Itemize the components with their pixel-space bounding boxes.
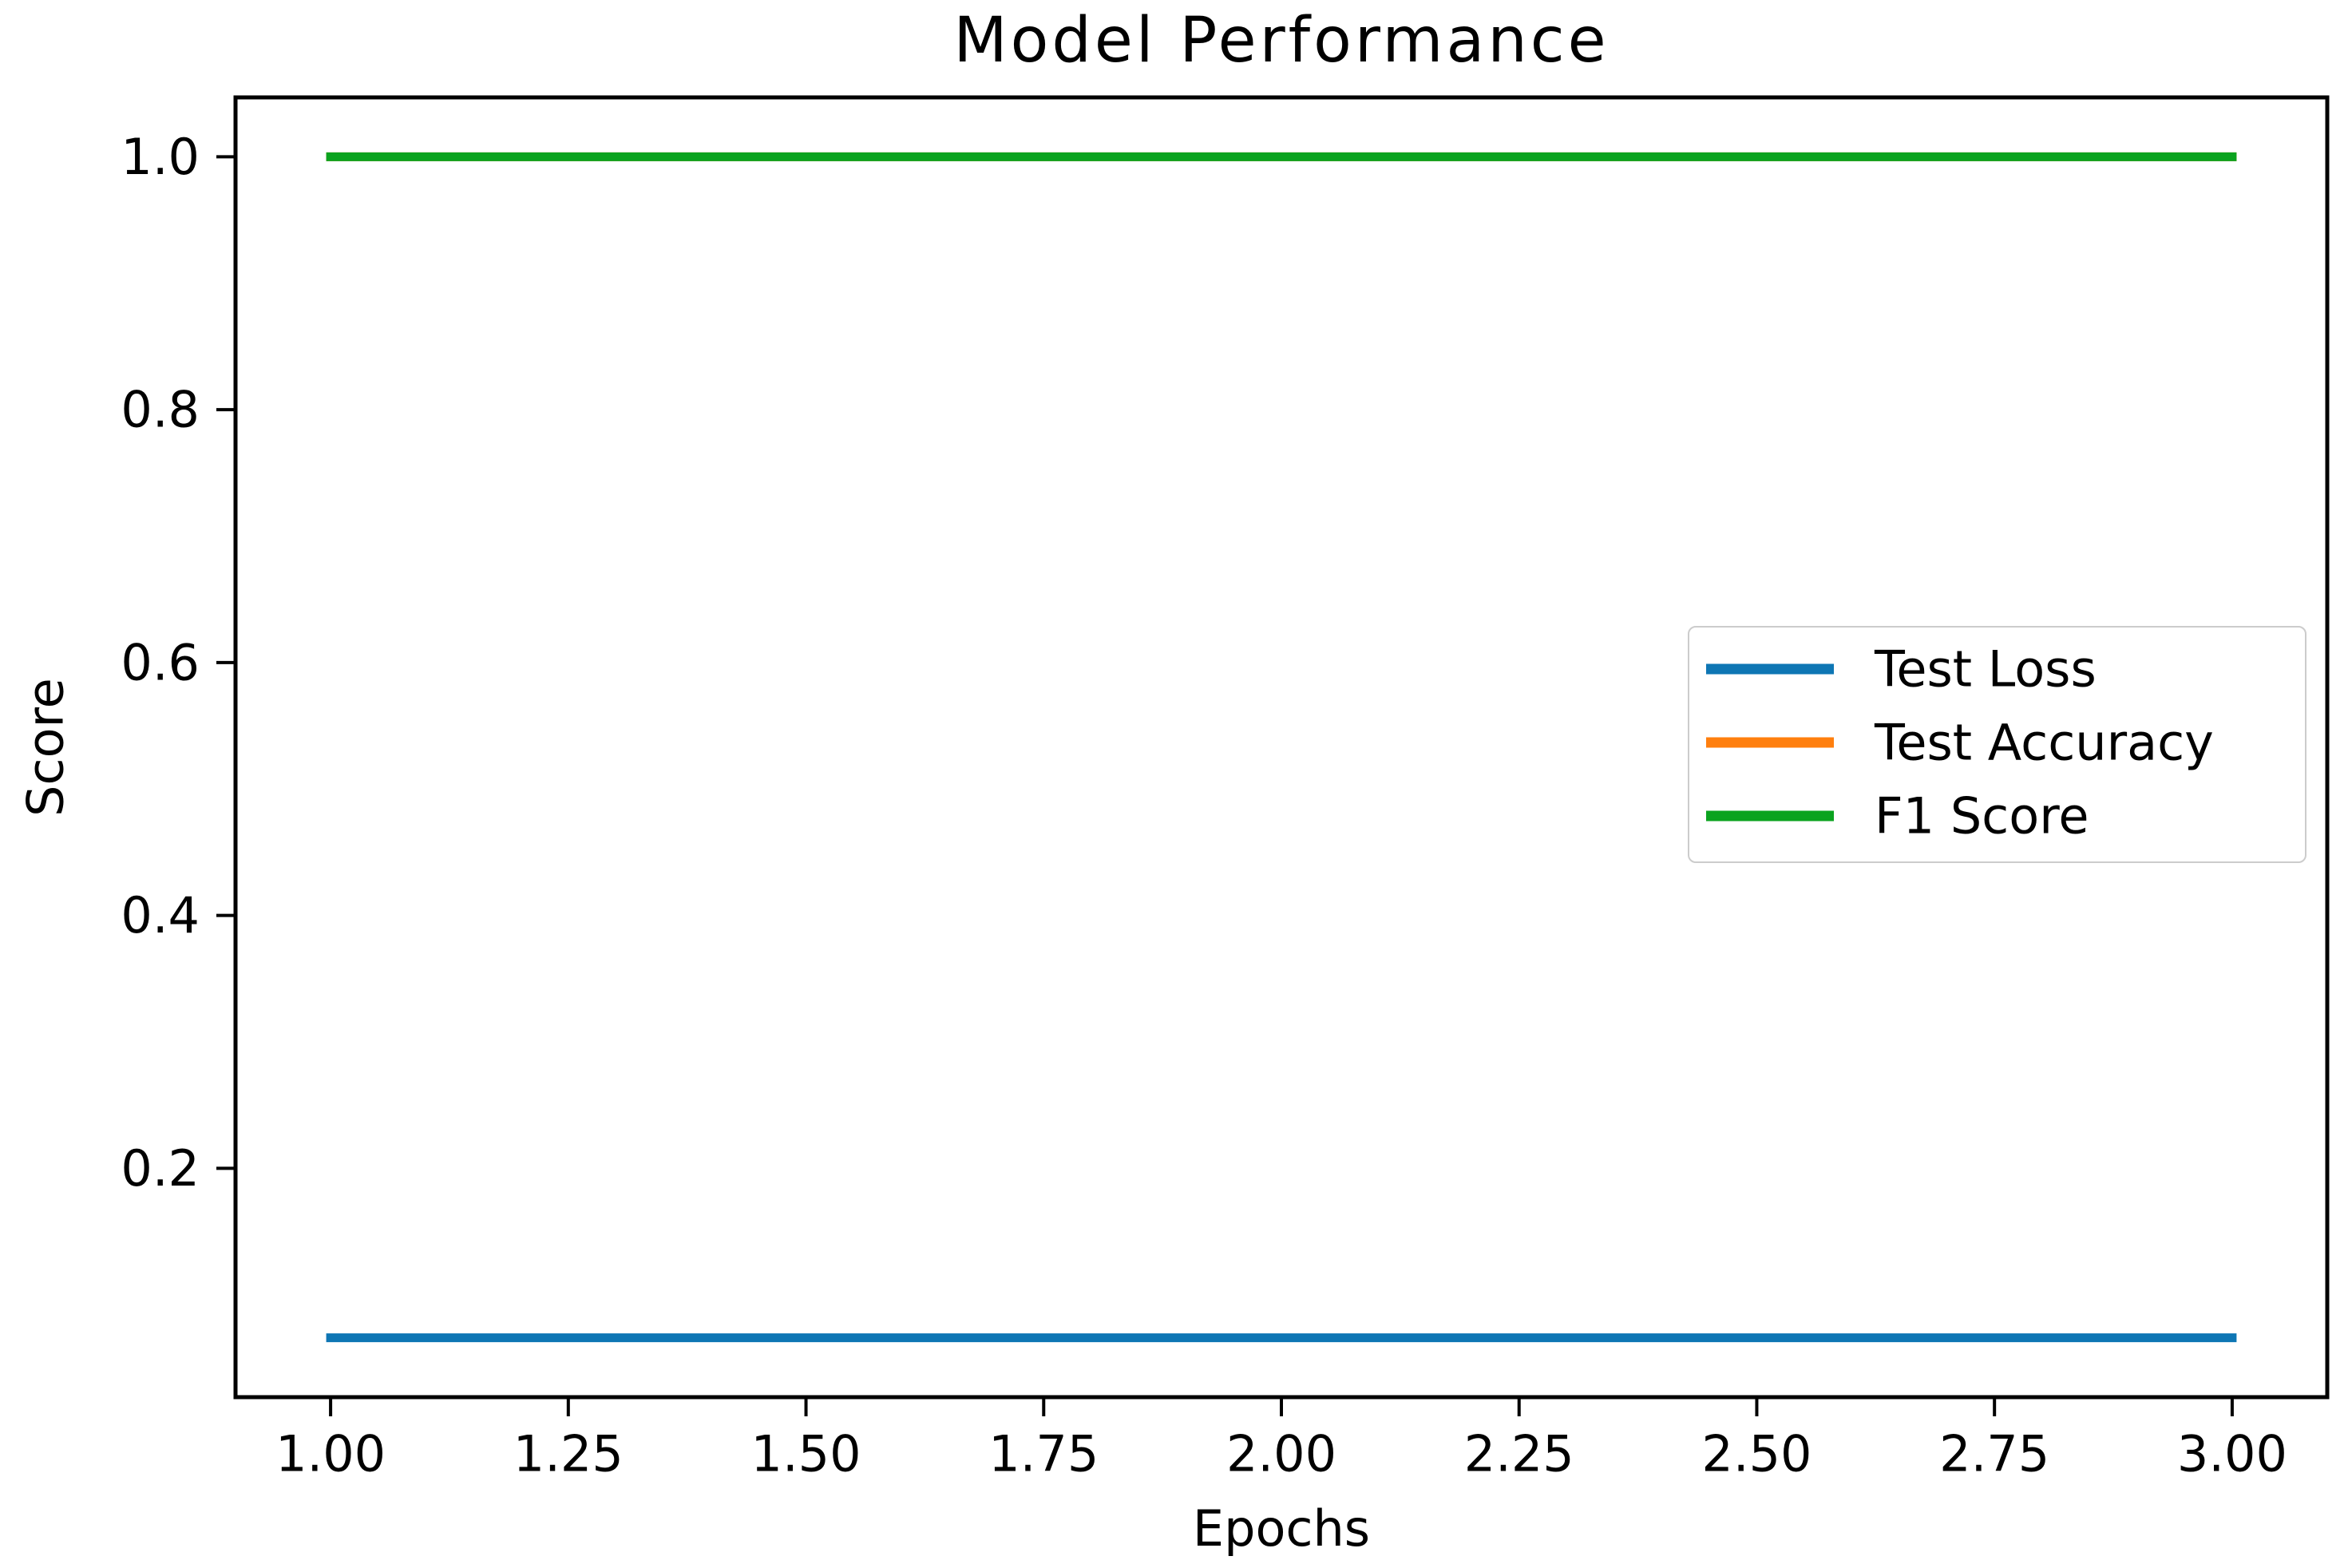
- x-tick-label: 2.50: [1701, 1424, 1812, 1483]
- x-tick-label: 2.25: [1464, 1424, 1574, 1483]
- x-tick-label: 1.00: [275, 1424, 386, 1483]
- x-tick-label: 1.75: [988, 1424, 1099, 1483]
- y-axis-label: Score: [16, 678, 75, 817]
- axes-spines: [233, 95, 2330, 1400]
- legend-label-test-loss: Test Loss: [1874, 640, 2097, 699]
- x-tick-label: 1.25: [513, 1424, 624, 1483]
- legend-box: [1688, 626, 2306, 863]
- x-tick-label: 1.50: [751, 1424, 861, 1483]
- y-tick-label: 0.2: [121, 1139, 200, 1198]
- y-tick-label: 1.0: [121, 128, 200, 186]
- legend-label-f1-score: F1 Score: [1875, 787, 2089, 845]
- chart-title: Model Performance: [953, 5, 1610, 77]
- legend: Test Loss Test Accuracy F1 Score: [1688, 626, 2306, 863]
- legend-label-test-accuracy: Test Accuracy: [1874, 714, 2214, 772]
- y-tick-label: 0.4: [121, 886, 200, 944]
- x-tick-label: 3.00: [2177, 1424, 2287, 1483]
- x-axis-label: Epochs: [1192, 1499, 1371, 1558]
- y-tick-label: 0.6: [121, 633, 200, 691]
- x-tick-label: 2.75: [1939, 1424, 2049, 1483]
- y-tick-label: 0.8: [121, 381, 200, 439]
- x-tick-label: 2.00: [1226, 1424, 1336, 1483]
